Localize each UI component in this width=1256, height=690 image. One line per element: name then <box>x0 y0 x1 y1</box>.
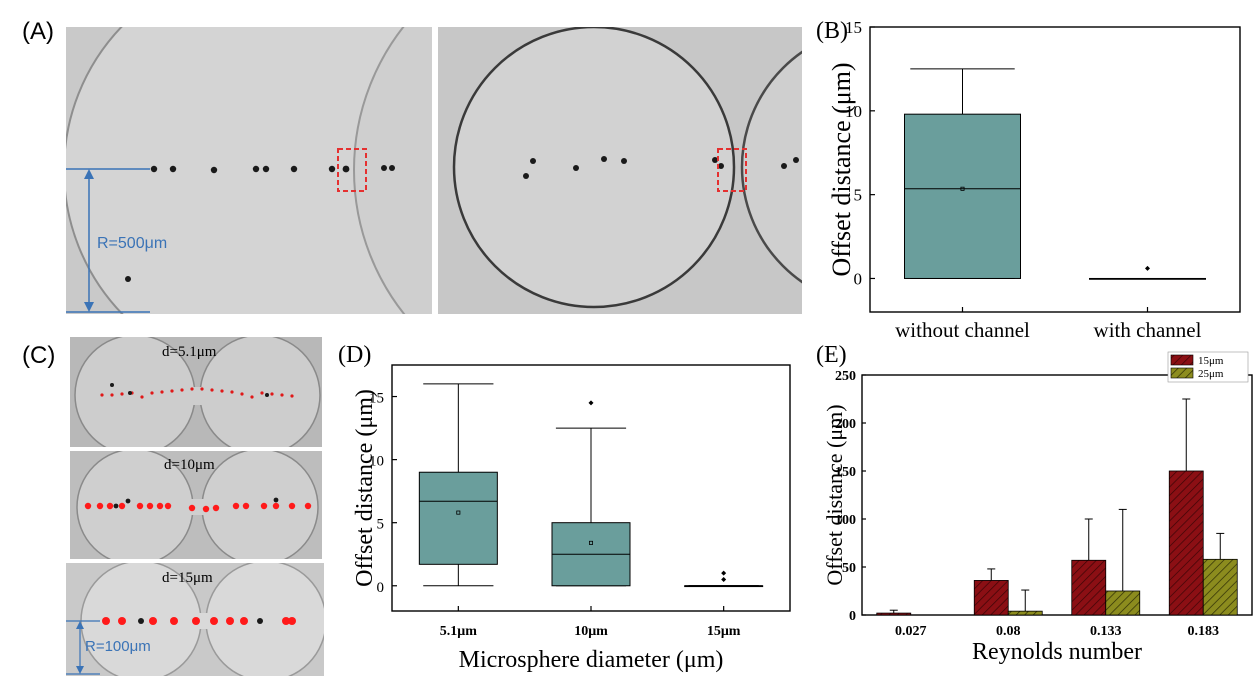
y-tick-label: 15 <box>845 18 862 37</box>
y-tick-label: 15 <box>369 391 384 407</box>
y-tick-label: 0 <box>854 269 863 288</box>
bar <box>1202 558 1238 616</box>
y-tick-label: 50 <box>842 561 856 576</box>
y-tick-label: 10 <box>369 454 384 470</box>
x-tick-label: 0.133 <box>1090 624 1122 639</box>
mean-marker <box>960 186 965 191</box>
y-tick-label: 0 <box>377 580 385 596</box>
panel-a-micrograph-left <box>66 27 432 314</box>
x-tick-label: 15μm <box>707 624 741 639</box>
outlier-point <box>1145 265 1150 271</box>
legend-label: 15μm <box>1198 355 1224 367</box>
bar <box>1071 559 1107 616</box>
panel-a-label: (A) <box>22 18 54 45</box>
panel-c-row-1-label: d=5.1μm <box>162 344 217 360</box>
panel-c-scale-label: R=100μm <box>85 638 151 655</box>
panel-c-row-3-label: d=15μm <box>162 570 213 586</box>
outlier-point <box>721 576 727 582</box>
plot-frame <box>861 374 1253 616</box>
y-axis-label: Offset distance (μm) <box>827 62 856 276</box>
mean-marker <box>456 510 461 515</box>
y-axis-label: Offset distance (μm) <box>822 404 847 585</box>
y-tick-label: 250 <box>835 369 856 384</box>
legend-swatch <box>1170 354 1194 366</box>
x-tick-label: 0.08 <box>996 624 1021 639</box>
panel-e-label: (E) <box>816 342 847 368</box>
panel-d-label: (D) <box>338 342 371 368</box>
y-tick-label: 10 <box>845 102 862 121</box>
bar <box>1168 470 1204 616</box>
mean-marker <box>588 540 593 545</box>
x-tick-label: 5.1μm <box>440 624 477 639</box>
legend-swatch <box>1170 367 1194 379</box>
panel-c-micrograph-row-3 <box>66 563 324 676</box>
y-tick-label: 5 <box>854 186 863 205</box>
x-tick-label: with channel <box>1094 318 1202 342</box>
y-tick-label: 150 <box>835 465 856 480</box>
x-tick-label: 0.027 <box>895 624 927 639</box>
bar <box>973 580 1009 616</box>
x-tick-label: without channel <box>895 318 1030 342</box>
bar <box>876 612 912 616</box>
x-tick-label: 0.183 <box>1188 624 1220 639</box>
x-axis-label: Reynolds number <box>972 639 1142 665</box>
box <box>904 113 1021 279</box>
panel-c-micrograph-row-2 <box>70 451 322 559</box>
chart-e: (E) 0 50 100 150 200 250 0.027 0.08 0.133 0.183 15μ… <box>816 342 1253 665</box>
x-axis-label: Microsphere diameter (μm) <box>459 647 724 673</box>
panel-c-micrograph-row-1 <box>70 337 322 447</box>
outlier-point <box>721 570 727 576</box>
panel-c-row-2-label: d=10μm <box>164 457 215 473</box>
y-tick-label: 200 <box>835 417 856 432</box>
bar <box>1105 590 1141 616</box>
panel-b-label: (B) <box>816 18 848 44</box>
x-tick-label: 10μm <box>574 624 608 639</box>
y-tick-label: 0 <box>849 609 856 624</box>
bar <box>1007 610 1043 616</box>
chart-b: (B) 0 5 10 15 without channel with channel Offs… <box>816 18 1241 342</box>
y-tick-label: 100 <box>835 513 856 528</box>
panel-c-label: (C) <box>22 342 56 369</box>
box <box>418 471 498 565</box>
plot-frame <box>869 26 1241 313</box>
y-tick-label: 5 <box>377 517 385 533</box>
panel-a-scale-label: R=500μm <box>97 235 168 252</box>
legend-label: 25μm <box>1198 368 1224 380</box>
outlier-point <box>588 400 594 406</box>
chart-d: (D) 0 5 10 15 5.1μm 10μm 15μm Offset distance (μ… <box>338 342 791 673</box>
y-axis-label: Offset distance (μm) <box>352 389 378 587</box>
panel-a-micrograph-right <box>438 27 802 314</box>
